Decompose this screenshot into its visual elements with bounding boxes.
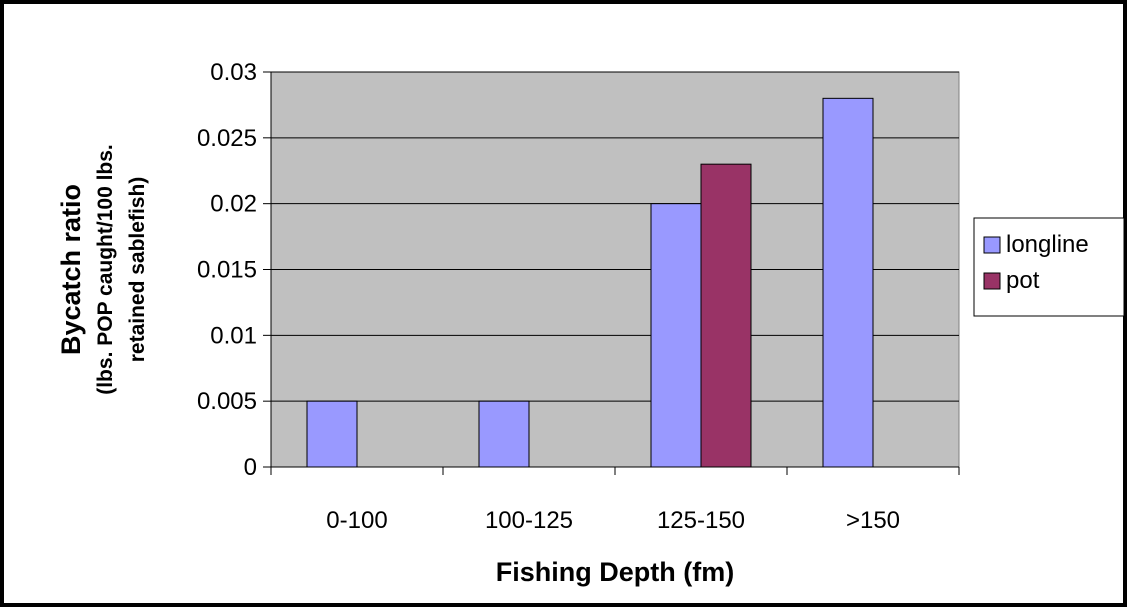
legend-label-longline: longline	[1006, 231, 1089, 258]
y-axis-title-sub-1: (lbs. POP caught/100 lbs.	[94, 144, 117, 395]
x-tick-label: 0-100	[326, 507, 387, 534]
legend-swatch-longline	[983, 236, 1001, 254]
y-tick-label: 0.01	[210, 322, 257, 349]
y-tick-label: 0.015	[197, 257, 257, 284]
bar-longline->150	[822, 97, 874, 468]
x-tick-label: >150	[846, 507, 900, 534]
y-axis-title: Bycatch ratio (lbs. POP caught/100 lbs. …	[56, 144, 149, 395]
y-tick-label: 0.03	[210, 59, 257, 86]
y-tick-label: 0	[244, 454, 257, 481]
legend-swatch-pot	[983, 272, 1001, 290]
axes	[263, 71, 960, 475]
y-axis-title-main: Bycatch ratio	[56, 184, 86, 355]
legend-box	[973, 217, 1125, 317]
bar-longline-0-100	[306, 400, 358, 468]
legend-label-pot: pot	[1006, 267, 1040, 294]
bar-longline-125-150	[650, 203, 702, 468]
legend: longline pot	[973, 217, 1125, 317]
y-axis-title-sub-2: retained sablefish)	[126, 177, 149, 363]
x-tick-label: 125-150	[657, 507, 745, 534]
bars	[306, 97, 874, 468]
x-tick-labels: 0-100 100-125 125-150 >150	[326, 507, 900, 534]
y-tick-label: 0.025	[197, 125, 257, 152]
x-tick-label: 100-125	[485, 507, 573, 534]
y-tick-label: 0.005	[197, 388, 257, 415]
bar-pot-125-150	[700, 163, 752, 468]
x-axis-title: Fishing Depth (fm)	[496, 557, 734, 587]
bar-longline-100-125	[478, 400, 530, 468]
y-tick-label: 0.02	[210, 191, 257, 218]
y-tick-labels: 0 0.005 0.01 0.015 0.02 0.025 0.03	[197, 59, 257, 481]
